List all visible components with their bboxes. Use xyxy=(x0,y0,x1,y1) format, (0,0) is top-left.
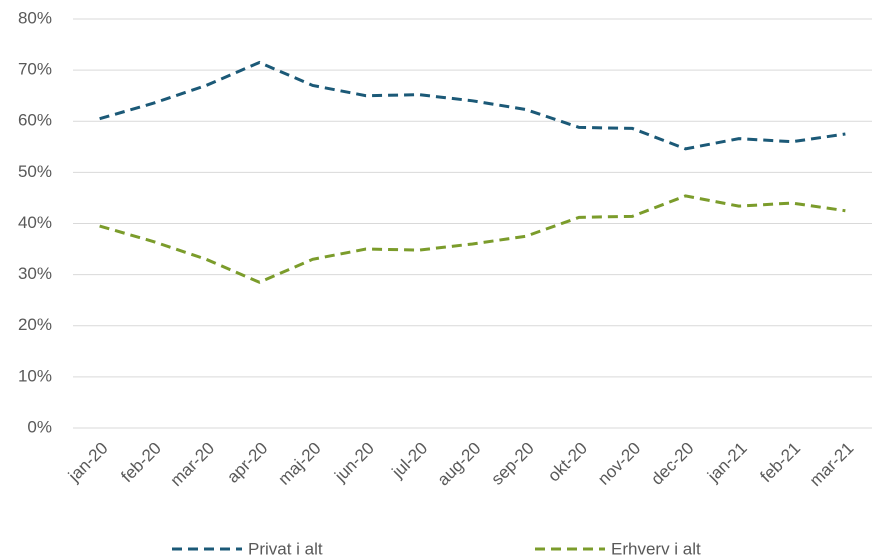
y-tick-label: 60% xyxy=(18,111,52,130)
y-tick-label: 80% xyxy=(18,8,52,27)
y-tick-label: 0% xyxy=(27,417,52,436)
x-tick-label: feb-20 xyxy=(117,439,165,487)
x-tick-label: jan-20 xyxy=(64,439,112,487)
line-series xyxy=(99,194,846,284)
y-tick-label: 10% xyxy=(18,366,52,385)
x-tick-label: apr-20 xyxy=(223,439,271,487)
x-tick-label: sep-20 xyxy=(488,439,538,489)
x-tick-label: okt-20 xyxy=(544,439,591,486)
x-tick-label: jan-21 xyxy=(703,439,751,487)
line-series xyxy=(99,60,846,151)
x-tick-label: nov-20 xyxy=(594,439,644,489)
x-tick-label: mar-20 xyxy=(167,439,219,491)
y-tick-label: 70% xyxy=(18,60,52,79)
x-tick-label: maj-20 xyxy=(275,439,325,489)
y-tick-label: 50% xyxy=(18,162,52,181)
x-tick-label: mar-21 xyxy=(806,439,858,491)
x-tick-label: aug-20 xyxy=(434,439,485,490)
y-tick-label: 40% xyxy=(18,213,52,232)
y-tick-label: 30% xyxy=(18,264,52,283)
legend-label: Privat i alt xyxy=(248,539,323,558)
x-tick-label: feb-21 xyxy=(757,439,805,487)
x-tick-label: jul-20 xyxy=(388,439,432,483)
y-tick-label: 20% xyxy=(18,315,52,334)
x-tick-label: dec-20 xyxy=(647,439,697,489)
legend-label: Erhverv i alt xyxy=(611,539,701,558)
x-tick-label: jun-20 xyxy=(330,439,378,487)
